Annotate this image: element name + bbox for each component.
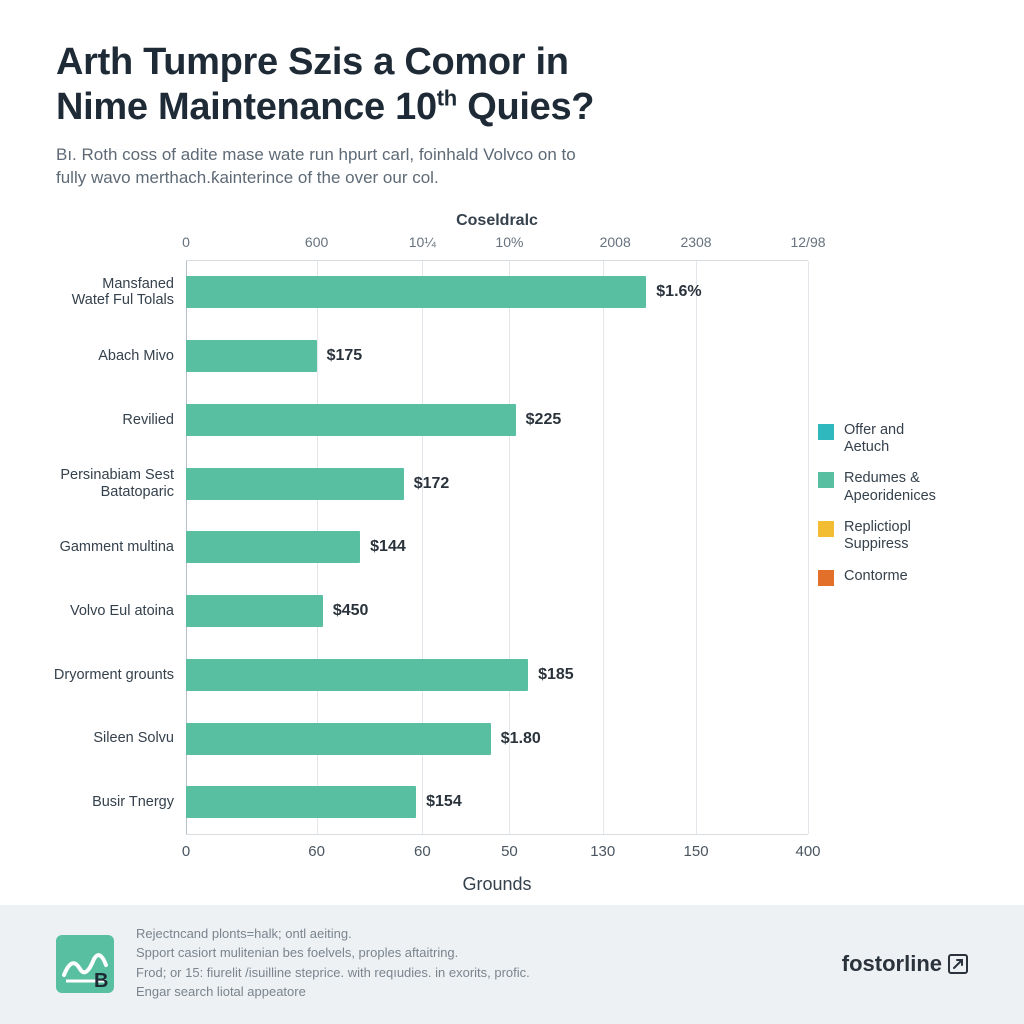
category-label: MansfanedWatef Ful Tolals [51,276,186,309]
bottom-tick: 50 [501,843,518,860]
legend-label: ReplictioplSuppiress [844,519,911,554]
bar-value-label: $154 [426,793,462,811]
page-title: Arth Tumpre Szis a Comor in Nime Mainten… [56,40,968,130]
bar-row: Dryorment grounts$185 [186,643,808,707]
legend-label: Contorme [844,568,908,585]
category-label: Sileen Solvu [51,730,186,747]
bar [186,786,416,818]
footer-line: Engar search liotal appeatore [136,983,820,1001]
subtitle-line2: fully wavo merthach.ƙainterince of the o… [56,168,439,187]
top-tick: 10% [495,234,523,250]
header: Arth Tumpre Szis a Comor in Nime Mainten… [0,0,1024,202]
category-label: Busir Tnergy [51,794,186,811]
bottom-tick: 0 [182,843,190,860]
bar-row: Revilied$225 [186,388,808,452]
legend-swatch [818,521,834,537]
bar-row: Busir Tnergy$154 [186,771,808,835]
chart-wrap: Coseldralc 060010¼10%2008230812/98 Mansf… [0,202,1024,906]
bar-value-label: $185 [538,666,574,684]
category-label: Dryorment grounts [51,667,186,684]
footer-line: Spport casiort mulitenian bes foelvels, … [136,944,820,962]
bar-row: Sileen Solvu$1.80 [186,707,808,771]
bar [186,595,323,627]
legend-swatch [818,472,834,488]
legend-swatch [818,424,834,440]
bottom-tick: 60 [308,843,325,860]
legend: Offer andAetuch Redumes &Apeoridenices Rep… [818,422,958,600]
bar-row: Persinabiam SestBatatoparic$172 [186,452,808,516]
category-label: Persinabiam SestBatatoparic [51,467,186,500]
title-sup: th [437,85,457,110]
bar-value-label: $1.80 [501,730,541,748]
bar-value-label: $450 [333,602,369,620]
bar [186,659,528,691]
legend-item: Offer andAetuch [818,422,958,457]
top-axis-ticks: 060010¼10%2008230812/98 [186,234,808,254]
category-label: Volvo Eul atoina [51,603,186,620]
category-label: Abach Mivo [51,348,186,365]
top-tick: 10¼ [409,234,436,250]
bottom-tick: 60 [414,843,431,860]
subtitle: Bı. Roth coss of adite mase wate run hpu… [56,144,696,190]
footer-logo-icon: B [56,935,114,993]
legend-label: Offer andAetuch [844,422,904,457]
category-label: Gamment multina [51,539,186,556]
bar-row: Gamment multina$144 [186,516,808,580]
bar-value-label: $1.6% [656,283,701,301]
gridline [808,261,809,835]
svg-text:B: B [94,970,108,992]
top-axis-title: Coseldralc [456,212,538,230]
bar [186,276,646,308]
footer-caption: Rejectncand plonts=halk; ontl aeiting.Sp… [136,925,820,1002]
title-line2-after: Quies? [457,86,594,128]
bar [186,531,360,563]
bar [186,723,491,755]
category-label: Revilied [51,412,186,429]
legend-swatch [818,570,834,586]
bottom-tick: 400 [795,843,820,860]
top-tick: 0 [182,234,190,250]
top-tick: 600 [305,234,328,250]
bar-row: Volvo Eul atoina$450 [186,579,808,643]
bar [186,340,317,372]
title-line2-before: Nime Maintenance 10 [56,86,437,128]
bar-value-label: $144 [370,538,406,556]
bar [186,404,516,436]
legend-item: Redumes &Apeoridenices [818,470,958,505]
legend-label: Redumes &Apeoridenices [844,470,936,505]
footer-brand: fostorline [842,951,968,977]
bottom-tick: 150 [684,843,709,860]
bar-row: Abach Mivo$175 [186,324,808,388]
top-tick: 2308 [680,234,711,250]
chart-area: Coseldralc 060010¼10%2008230812/98 Mansf… [186,212,808,906]
title-line1: Arth Tumpre Szis a Comor in [56,41,569,83]
legend-item: Contorme [818,568,958,586]
bar-row: MansfanedWatef Ful Tolals$1.6% [186,261,808,325]
bar-value-label: $172 [414,475,450,493]
subtitle-line1: Bı. Roth coss of adite mase wate run hpu… [56,145,576,164]
footer-line: Rejectncand plonts=halk; ontl aeiting. [136,925,820,943]
bar-value-label: $175 [327,347,363,365]
bar-value-label: $225 [526,411,562,429]
top-tick: 2008 [600,234,631,250]
legend-item: ReplictioplSuppiress [818,519,958,554]
bottom-tick: 130 [590,843,615,860]
footer: B Rejectncand plonts=halk; ontl aeiting.… [0,905,1024,1024]
brand-name: fostorline [842,951,942,977]
brand-arrow-icon [948,954,968,974]
plot-area: MansfanedWatef Ful Tolals$1.6%Abach Mivo… [186,260,808,836]
bottom-axis-ticks: 0606050130150400 [186,843,808,863]
bottom-axis-title: Grounds [462,874,531,895]
footer-line: Frod; or 15: fiurelit /isuilline stepric… [136,964,820,982]
bar [186,468,404,500]
top-tick: 12/98 [790,234,825,250]
